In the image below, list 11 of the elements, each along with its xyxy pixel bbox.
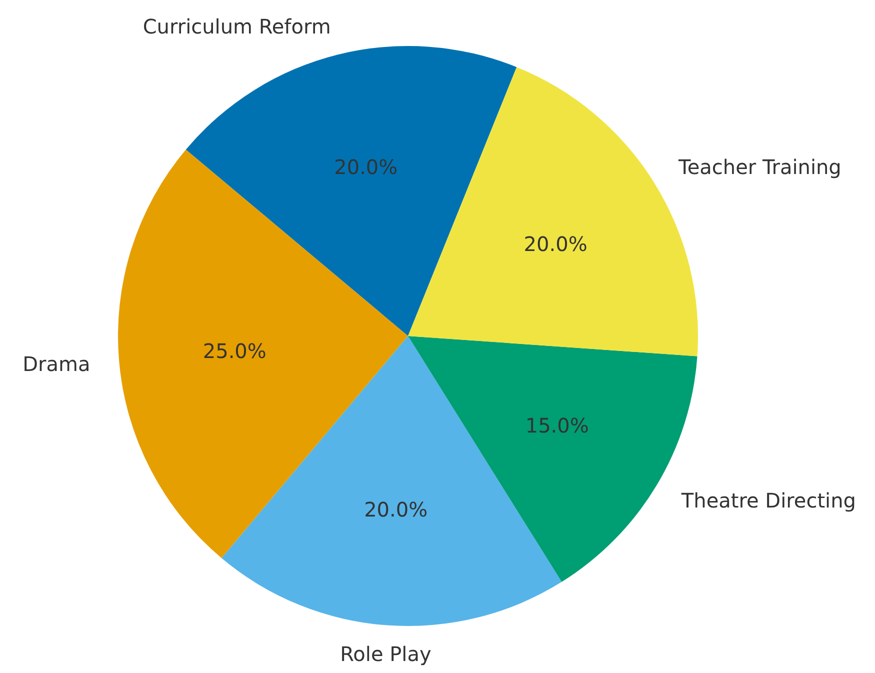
data-label: 20.0%	[524, 232, 588, 256]
slice-label: Drama	[22, 352, 90, 376]
slice-label: Curriculum Reform	[142, 14, 331, 38]
data-label: 15.0%	[525, 414, 589, 438]
data-label: 25.0%	[202, 339, 266, 364]
data-label: 20.0%	[334, 155, 398, 180]
slice-label: Teacher Training	[678, 154, 842, 179]
slice-label: Theatre Directing	[680, 488, 856, 512]
data-label: 20.0%	[364, 498, 428, 522]
slice-label: Role Play	[340, 642, 432, 666]
pie-slice	[186, 46, 517, 336]
